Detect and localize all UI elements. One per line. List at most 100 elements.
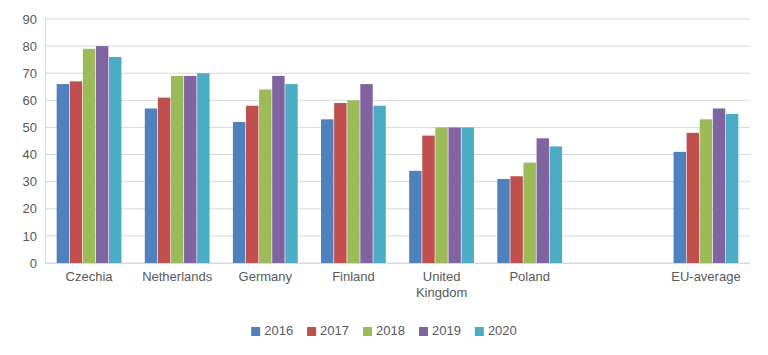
legend-item: 2018: [363, 323, 405, 338]
bar: [713, 108, 725, 263]
bar: [550, 146, 562, 263]
x-axis: Czechia Netherlands Germany Finland UnitedKi…: [46, 263, 751, 300]
bar: [537, 138, 549, 263]
series: [83, 49, 712, 263]
bar: [726, 114, 738, 263]
bar: [109, 57, 121, 263]
bar: [233, 122, 245, 263]
bar: [435, 127, 447, 263]
bar: [497, 179, 509, 263]
y-tick-label: 60: [23, 93, 37, 108]
legend-item: 2017: [307, 323, 349, 338]
bar: [145, 108, 157, 263]
legend: 2016 2017 2018 2019 2020: [251, 323, 517, 338]
y-tick: 50: [23, 120, 45, 135]
bar: [448, 127, 460, 263]
bar: [259, 89, 271, 263]
grid-line: [45, 100, 750, 101]
y-axis: 0 10 20 30 40 50 60 70 80 90: [23, 12, 46, 271]
bar: [96, 46, 108, 263]
bar: [373, 106, 385, 263]
bar: [360, 84, 372, 263]
x-tick: Netherlands: [142, 263, 213, 284]
x-tick-label: Czechia: [66, 269, 114, 284]
bar: [510, 176, 522, 263]
y-tick: 30: [23, 174, 45, 189]
bar: [347, 100, 359, 263]
bar: [321, 119, 333, 263]
x-tick-label: Poland: [509, 269, 549, 284]
bar: [246, 106, 258, 263]
x-tick-label: Netherlands: [142, 269, 213, 284]
legend-swatch: [363, 327, 372, 336]
y-axis-line: [45, 20, 46, 264]
y-tick-label: 80: [23, 39, 37, 54]
bar: [422, 136, 434, 263]
legend-swatch: [475, 327, 484, 336]
bar: [462, 127, 474, 263]
y-tick-label: 10: [23, 229, 37, 244]
y-tick: 70: [23, 66, 45, 81]
y-tick: 10: [23, 229, 45, 244]
grid: [45, 19, 750, 263]
legend-label: 2020: [488, 323, 517, 338]
bar: [687, 133, 699, 263]
bar: [334, 103, 346, 263]
bar: [523, 163, 535, 263]
bars: [57, 46, 739, 263]
y-tick-label: 50: [23, 120, 37, 135]
legend-item: 2019: [419, 323, 461, 338]
bar: [674, 152, 686, 263]
legend-item: 2016: [251, 323, 293, 338]
legend-label: 2018: [376, 323, 405, 338]
x-tick: Finland: [332, 263, 375, 284]
y-tick: 90: [23, 12, 45, 27]
grid-line: [45, 73, 750, 74]
legend-swatch: [419, 327, 428, 336]
series: [109, 57, 738, 263]
bar: [158, 98, 170, 263]
bar: [57, 84, 69, 263]
x-axis-line: [46, 263, 751, 264]
legend-label: 2019: [432, 323, 461, 338]
x-tick: Germany: [239, 263, 293, 284]
plot: 0 10 20 30 40 50 60 70 80 90 Czechia Netherlands Ger…: [23, 12, 751, 300]
y-tick: 60: [23, 93, 45, 108]
legend-label: 2017: [320, 323, 349, 338]
y-tick-label: 20: [23, 201, 37, 216]
grid-line: [45, 46, 750, 47]
bar: [272, 76, 284, 263]
chart: 0 10 20 30 40 50 60 70 80 90 Czechia Netherlands Ger…: [0, 0, 768, 355]
bar: [184, 76, 196, 263]
y-tick: 80: [23, 39, 45, 54]
y-tick: 20: [23, 201, 45, 216]
x-tick: Poland: [509, 263, 549, 284]
legend-swatch: [251, 327, 260, 336]
legend-item: 2020: [475, 323, 517, 338]
x-tick-label: Finland: [332, 269, 375, 284]
y-tick-label: 30: [23, 174, 37, 189]
x-tick: UnitedKingdom: [416, 263, 467, 300]
bar: [171, 76, 183, 263]
bar: [285, 84, 297, 263]
bar: [700, 119, 712, 263]
x-tick: Czechia: [66, 263, 114, 284]
y-tick-label: 90: [23, 12, 37, 27]
bar: [197, 73, 209, 263]
x-tick: EU-average: [671, 263, 740, 284]
series: [96, 46, 725, 263]
legend-label: 2016: [264, 323, 293, 338]
legend-swatch: [307, 327, 316, 336]
y-tick-label: 40: [23, 147, 37, 162]
bar: [409, 171, 421, 263]
y-tick-label: 70: [23, 66, 37, 81]
y-tick: 40: [23, 147, 45, 162]
x-tick-label: EU-average: [671, 269, 740, 284]
y-tick-label: 0: [30, 256, 37, 271]
grid-line: [45, 19, 750, 20]
bar: [83, 49, 95, 263]
series: [70, 81, 699, 263]
y-tick: 0: [30, 256, 45, 271]
x-tick-label: UnitedKingdom: [416, 269, 467, 300]
x-tick-label: Germany: [239, 269, 293, 284]
